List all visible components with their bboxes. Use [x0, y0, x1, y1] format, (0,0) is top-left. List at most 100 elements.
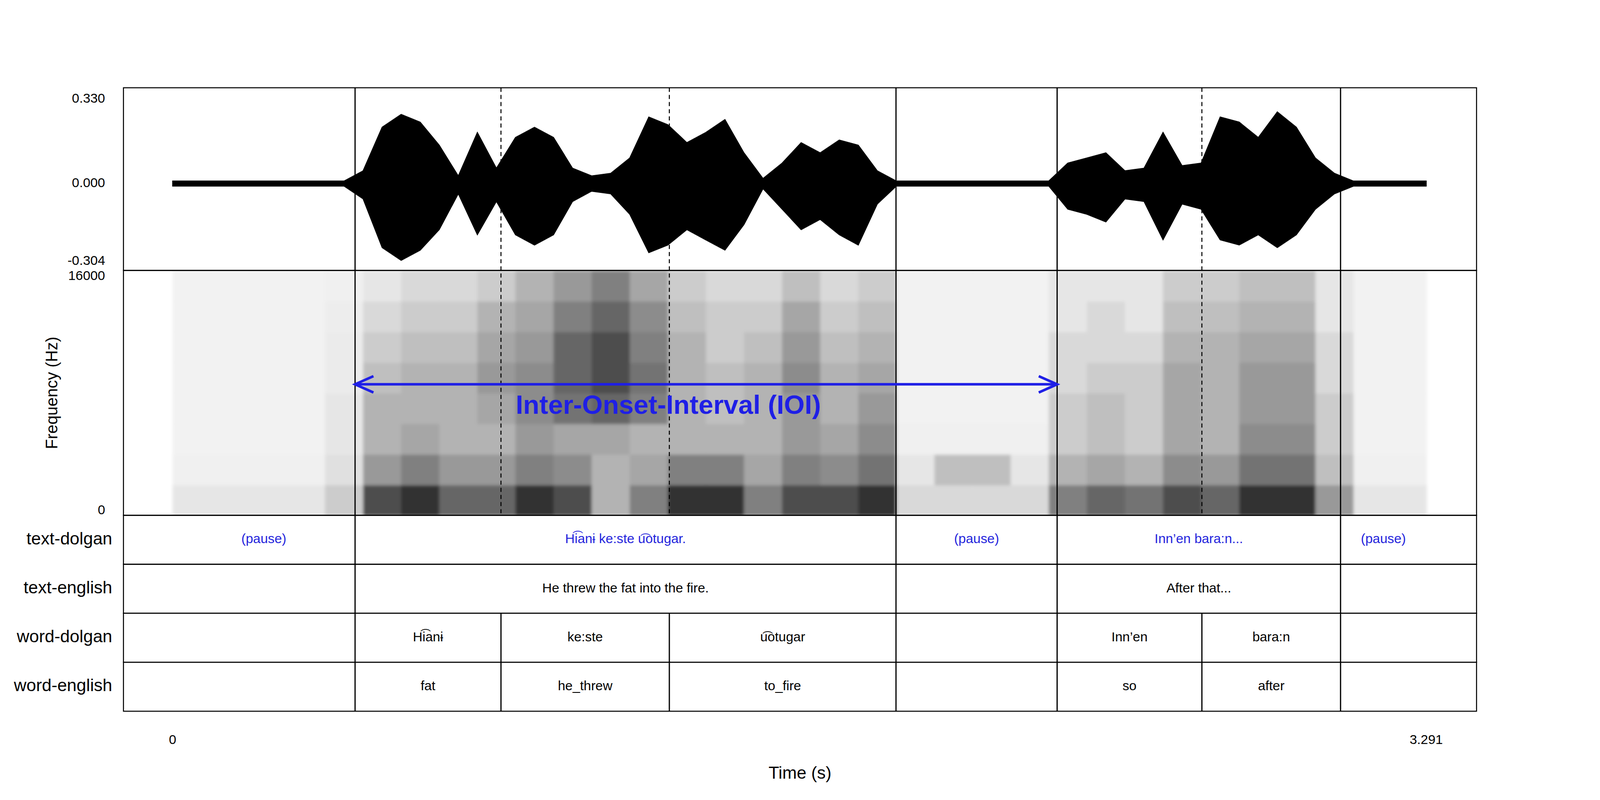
spectrogram-cell	[1163, 392, 1202, 424]
spectrogram-cell	[210, 484, 250, 516]
spectrogram-cell	[1315, 392, 1355, 424]
spectrogram-cell	[1010, 270, 1050, 302]
spectrogram-cell	[324, 331, 364, 363]
spectrogram-cell	[363, 270, 402, 302]
spectrogram-cell	[934, 454, 974, 486]
spectrogram-cell	[553, 331, 592, 363]
spectrogram-cell	[896, 270, 936, 302]
spectrogram-cell	[1239, 423, 1278, 455]
tier-boundary	[354, 613, 356, 663]
tier-row	[123, 564, 1477, 614]
spectrogram-cell	[1163, 484, 1202, 516]
spectrogram-cell	[477, 423, 516, 455]
spectrogram-cell	[324, 484, 364, 516]
spectrogram-cell	[1163, 270, 1202, 302]
spectrogram-cell	[934, 331, 974, 363]
tier-boundary	[1340, 613, 1342, 663]
spectrogram-cell	[1010, 331, 1050, 363]
spectrogram-cell	[972, 331, 1012, 363]
interval-label: After that...	[1166, 580, 1232, 596]
spectrogram-cell	[1277, 423, 1316, 455]
spectrogram-cell	[1353, 270, 1392, 302]
spectrogram-cell	[744, 300, 783, 332]
spectrogram-cell	[782, 423, 821, 455]
spectrogram-cell	[591, 484, 631, 516]
spectrogram-cell	[1391, 362, 1427, 394]
spectrogram-cell	[401, 362, 440, 394]
y-tick-label: 0.330	[72, 90, 106, 106]
interval-label: He threw the fat into the fire.	[542, 580, 709, 596]
spectrogram-cell	[1010, 484, 1050, 516]
interval-label: Hi͡anɨ ke:ste u͡otugar.	[564, 530, 686, 546]
spectrogram-cell	[1201, 331, 1240, 363]
spectrogram-cell	[782, 300, 821, 332]
spectrogram-cell	[1315, 423, 1355, 455]
spectrogram-cell	[668, 423, 707, 455]
spectrogram-cell	[1315, 331, 1355, 363]
spectrogram-cell	[1277, 270, 1316, 302]
interval-label: u͡otugar	[760, 629, 805, 644]
tier-boundary	[895, 515, 897, 564]
spectrogram-cell	[363, 300, 402, 332]
spectrogram-cell	[744, 270, 783, 302]
spectrogram-cell	[820, 392, 859, 424]
spectrogram-cell	[820, 270, 859, 302]
background	[0, 0, 1600, 800]
spectrogram-cell	[896, 300, 936, 332]
spectrogram-cell	[705, 484, 745, 516]
spectrogram-cell	[324, 300, 364, 332]
spectrogram-cell	[629, 484, 669, 516]
spectrogram-cell	[553, 454, 592, 486]
spectrogram-cell	[782, 454, 821, 486]
spectrogram-cell	[210, 300, 250, 332]
spectrogram-cell	[324, 392, 364, 424]
spectrogram-cell	[858, 362, 897, 394]
spectrogram-cell	[477, 270, 516, 302]
spectrogram-cell	[363, 331, 402, 363]
tier-boundary	[1056, 613, 1058, 663]
spectrogram-cell	[1353, 484, 1392, 516]
figure: 0.3300.000-0.304016000Frequency (Hz)text…	[0, 0, 1600, 800]
arrow-head	[355, 376, 374, 393]
tier-boundary	[1201, 613, 1203, 663]
spectrogram	[172, 270, 1427, 516]
spectrogram-cell	[477, 300, 516, 332]
spectrogram-cell	[668, 300, 707, 332]
tier-boundary	[668, 613, 671, 663]
spectrogram-cell	[286, 392, 326, 424]
tier-name: text-english	[23, 577, 113, 597]
interval-label: Hi͡anɨ	[412, 628, 444, 644]
spectrogram-cell	[172, 362, 212, 394]
spectrogram-cell	[1124, 300, 1164, 332]
spectrogram-cell	[820, 484, 859, 516]
spectrogram-cell	[401, 423, 440, 455]
spectrogram-cell	[286, 362, 326, 394]
spectrogram-cell	[172, 454, 212, 486]
spectrogram-cell	[1048, 392, 1088, 424]
spectrogram-cell	[705, 270, 745, 302]
y-tick-label: -0.304	[67, 252, 106, 268]
spectrogram-cell	[1048, 454, 1088, 486]
spectrogram-cell	[401, 484, 440, 516]
spectrogram-cell	[1201, 270, 1240, 302]
spectrogram-cell	[248, 270, 288, 302]
spectrogram-cell	[286, 454, 326, 486]
spectrogram-cell	[1353, 423, 1392, 455]
spectrogram-cell	[1124, 484, 1164, 516]
spectrogram-cell	[744, 423, 783, 455]
spectrogram-cell	[439, 484, 478, 516]
spectrogram-cell	[172, 423, 212, 455]
spectrogram-cell	[705, 331, 745, 363]
spectrogram-cell	[286, 300, 326, 332]
spectrogram-cell	[858, 331, 897, 363]
spectrogram-cell	[1086, 454, 1126, 486]
spectrogram-cell	[668, 484, 707, 516]
spectrogram-cell	[401, 331, 440, 363]
spectrogram-cell	[896, 362, 936, 394]
spectrogram-cell	[1277, 331, 1316, 363]
spectrogram-cell	[210, 331, 250, 363]
waveform-envelope	[172, 112, 1427, 261]
waveform	[172, 112, 1427, 261]
spectrogram-cell	[477, 484, 516, 516]
spectrogram-cell	[324, 362, 364, 394]
